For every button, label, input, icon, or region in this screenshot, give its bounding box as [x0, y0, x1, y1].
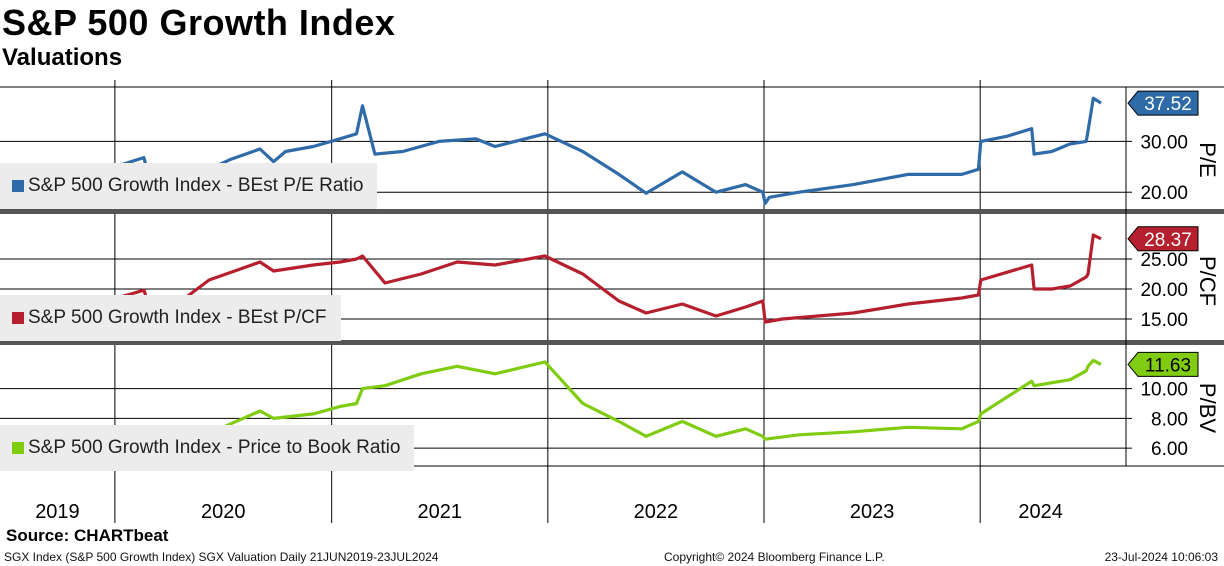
last-value-bg-pe — [1127, 90, 1199, 116]
legend-pbv-swatch — [12, 442, 24, 454]
x-tick-label-2020: 2020 — [201, 501, 246, 523]
y-tick-label-pcf-20: 20.00 — [1140, 280, 1188, 301]
panel-separator-1 — [0, 209, 1224, 214]
chart-subtitle: Valuations — [2, 44, 123, 71]
series-line-pcf — [0, 233, 1102, 330]
legend-pcf-swatch — [12, 312, 24, 324]
x-tick-label-2021: 2021 — [417, 501, 462, 523]
y-tick-label-pcf-25: 25.00 — [1140, 250, 1188, 271]
last-value-bg-pcf — [1127, 226, 1199, 252]
y-tick-label-pe-20: 20.00 — [1140, 183, 1188, 204]
x-tick-label-2022: 2022 — [634, 501, 679, 523]
x-tick-label-2024: 2024 — [1018, 501, 1063, 523]
y-tick-label-pbv-8: 8.00 — [1151, 409, 1188, 430]
last-value-text-pe: 37.52 — [1144, 94, 1192, 115]
y-tick-label-pbv-10: 10.00 — [1140, 380, 1188, 401]
panel-label-pcf: P/CF — [1195, 256, 1220, 306]
x-tick-label-2023: 2023 — [850, 501, 895, 523]
footer-left: SGX Index (S&P 500 Growth Index) SGX Val… — [4, 550, 439, 564]
legend-pe-swatch — [12, 180, 24, 192]
x-tick-label-2019: 2019 — [35, 501, 80, 523]
source-note: Source: CHARTbeat — [6, 526, 169, 545]
chart-title: S&P 500 Growth Index — [2, 2, 396, 43]
last-value-text-pbv: 11.63 — [1145, 355, 1191, 376]
last-value-tag-pbv: 11.63 — [1127, 351, 1199, 377]
panel-separator-2 — [0, 340, 1224, 345]
y-tick-label-pbv-6: 6.00 — [1151, 439, 1188, 460]
legend-pcf-label: S&P 500 Growth Index - BEst P/CF — [28, 307, 327, 328]
legend-pbv-label: S&P 500 Growth Index - Price to Book Rat… — [28, 437, 401, 458]
last-value-text-pcf: 28.37 — [1144, 230, 1192, 251]
legend-pcf: S&P 500 Growth Index - BEst P/CF — [0, 295, 341, 341]
y-tick-label-pe-30: 30.00 — [1140, 132, 1188, 153]
footer-copyright: Copyright© 2024 Bloomberg Finance L.P. — [664, 550, 885, 564]
last-value-bg-pbv — [1127, 351, 1199, 377]
legend-pbv: S&P 500 Growth Index - Price to Book Rat… — [0, 425, 415, 471]
last-value-tag-pcf: 28.37 — [1127, 226, 1199, 252]
panel-label-pbv: P/BV — [1195, 383, 1220, 433]
legend-pe: S&P 500 Growth Index - BEst P/E Ratio — [0, 163, 378, 209]
last-value-tag-pe: 37.52 — [1127, 90, 1199, 116]
y-tick-label-pcf-15: 15.00 — [1140, 310, 1188, 331]
panel-label-pe: P/E — [1195, 142, 1220, 177]
legend-pe-label: S&P 500 Growth Index - BEst P/E Ratio — [28, 175, 364, 196]
footer-timestamp: 23-Jul-2024 10:06:03 — [1104, 550, 1218, 564]
